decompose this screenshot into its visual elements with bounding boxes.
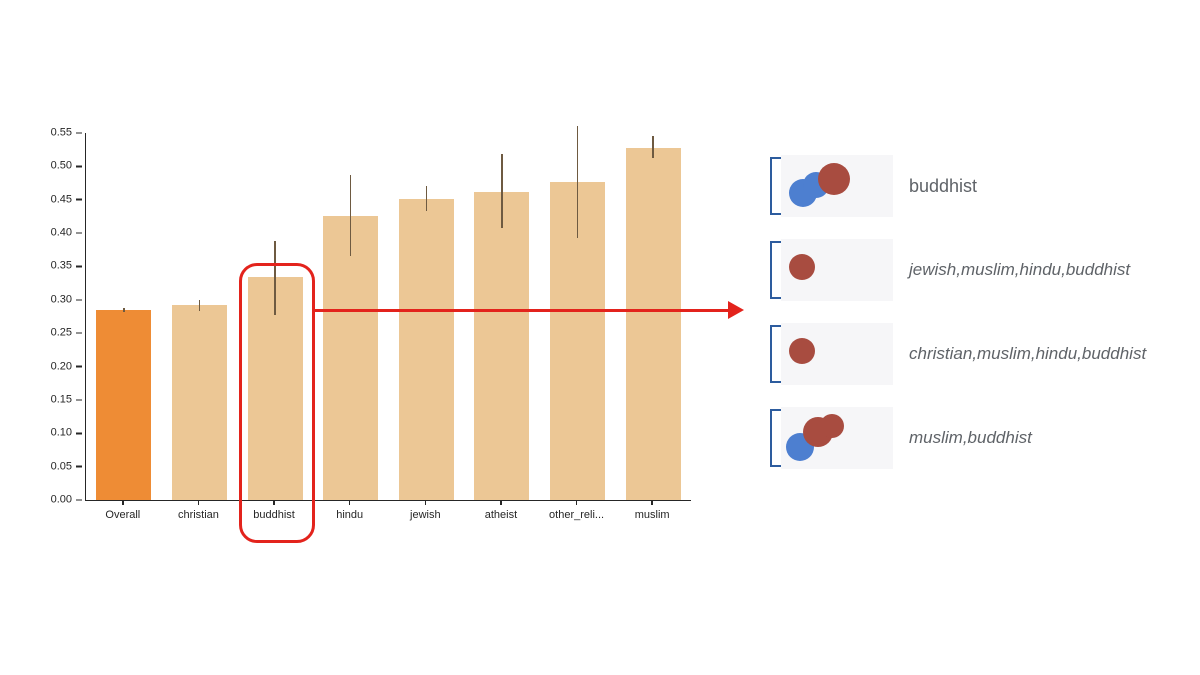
cluster-row[interactable]: christian,muslim,hindu,buddhist bbox=[770, 323, 1146, 385]
error-bar bbox=[349, 175, 352, 257]
x-tick-label: atheist bbox=[484, 509, 518, 521]
cluster-bracket-icon bbox=[770, 241, 781, 299]
y-tick-label: 0.10 bbox=[0, 427, 85, 439]
x-tick bbox=[651, 500, 653, 505]
y-tick-label: 0.25 bbox=[0, 327, 85, 339]
red-dot-icon bbox=[789, 254, 815, 280]
error-bar bbox=[576, 126, 579, 238]
bar-hindu[interactable] bbox=[323, 216, 379, 500]
cluster-bracket-icon bbox=[770, 325, 781, 383]
y-tick-label: 0.05 bbox=[0, 461, 85, 472]
cluster-row[interactable]: muslim,buddhist bbox=[770, 407, 1146, 469]
cluster-bracket-icon bbox=[770, 409, 781, 467]
error-bar bbox=[123, 307, 125, 312]
error-bar bbox=[425, 186, 428, 212]
cluster-label: jewish,muslim,hindu,buddhist bbox=[909, 260, 1131, 279]
bar-jewish[interactable] bbox=[398, 199, 454, 500]
y-tick-label: 0.50 bbox=[0, 160, 85, 172]
error-bar bbox=[198, 299, 201, 311]
cluster-dots bbox=[781, 239, 893, 301]
x-tick-label: Overall bbox=[105, 509, 141, 521]
y-tick-label: 0.55 bbox=[0, 127, 85, 139]
x-tick bbox=[424, 500, 427, 505]
selection-arrow bbox=[314, 309, 730, 312]
cluster-dots bbox=[781, 407, 893, 469]
x-tick-label: jewish bbox=[410, 509, 441, 521]
y-tick-label: 0.45 bbox=[0, 194, 85, 205]
red-dot-icon bbox=[818, 163, 850, 195]
cluster-panel: buddhist jewish,muslim,hindu,buddhist chri… bbox=[770, 155, 1146, 469]
selected-bar-highlight bbox=[239, 263, 316, 543]
error-bar bbox=[274, 241, 276, 315]
x-tick bbox=[273, 500, 275, 505]
y-axis: 0.00 0.05 0.10 0.15 0.20 0.25 0.30 0.35 0.40 0.45… bbox=[0, 127, 85, 505]
cluster-label: buddhist bbox=[909, 175, 978, 196]
x-tick-label: buddhist bbox=[253, 509, 295, 521]
x-tick bbox=[122, 500, 124, 505]
cluster-row[interactable]: buddhist bbox=[770, 155, 1146, 217]
y-tick-label: 0.00 bbox=[0, 494, 85, 506]
x-tick-label: muslim bbox=[634, 509, 670, 521]
cluster-label: muslim,buddhist bbox=[909, 428, 1032, 447]
x-tick bbox=[500, 500, 502, 505]
cluster-dots bbox=[781, 323, 893, 385]
y-tick-label: 0.30 bbox=[0, 294, 85, 305]
x-tick bbox=[197, 500, 200, 505]
x-tick-label: hindu bbox=[336, 509, 364, 521]
y-tick-label: 0.35 bbox=[0, 260, 85, 272]
bar-muslim[interactable] bbox=[625, 147, 681, 500]
x-tick bbox=[575, 500, 578, 505]
y-tick-label: 0.15 bbox=[0, 394, 85, 405]
y-tick-label: 0.40 bbox=[0, 227, 85, 239]
red-dot-icon bbox=[789, 338, 815, 364]
x-axis: Overall christian buddhist hindu jewish athei… bbox=[85, 500, 690, 527]
error-bar bbox=[501, 154, 503, 228]
cluster-row[interactable]: jewish,muslim,hindu,buddhist bbox=[770, 239, 1146, 301]
bar-atheist[interactable] bbox=[474, 191, 530, 500]
cluster-dots bbox=[781, 155, 893, 217]
cluster-label: christian,muslim,hindu,buddhist bbox=[909, 344, 1147, 363]
x-tick bbox=[348, 500, 351, 505]
plot-area bbox=[85, 126, 691, 501]
bar-christian[interactable] bbox=[171, 305, 227, 500]
selection-arrow-head-icon bbox=[728, 301, 744, 319]
cluster-bracket-icon bbox=[770, 157, 781, 215]
x-tick-label: other_reli... bbox=[549, 509, 605, 521]
bar-Overall[interactable] bbox=[96, 309, 152, 500]
x-tick-label: christian bbox=[177, 509, 219, 521]
y-tick-label: 0.20 bbox=[0, 361, 85, 372]
error-bar bbox=[652, 135, 654, 159]
red-dot-icon bbox=[820, 414, 844, 438]
